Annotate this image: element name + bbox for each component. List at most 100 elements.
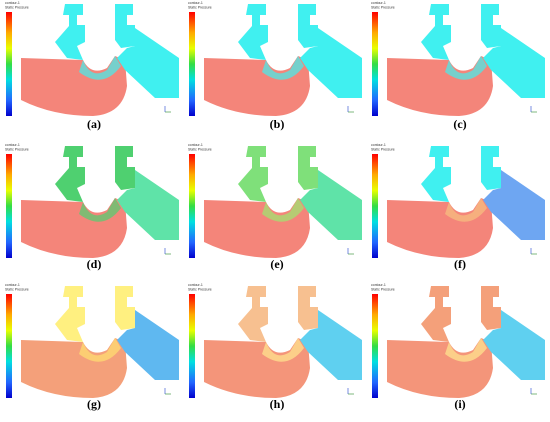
upper-right	[481, 146, 501, 190]
lower-body	[204, 56, 310, 116]
outlet	[117, 310, 179, 380]
valve-disc	[451, 184, 481, 201]
upper-left	[238, 286, 268, 342]
outlet	[483, 310, 545, 380]
panel-label: (c)	[453, 117, 466, 131]
legend-title: Static Pressure	[188, 6, 212, 10]
valve-disc	[268, 42, 298, 59]
outlet	[300, 310, 362, 380]
legend-title: Static Pressure	[371, 288, 395, 292]
outlet	[483, 28, 545, 98]
accent	[445, 338, 487, 362]
legend-title: Static Pressure	[371, 6, 395, 10]
legend-name: contour-1	[188, 283, 203, 287]
valve-disc	[451, 324, 481, 341]
legend-colorbar	[189, 154, 195, 258]
upper-left	[55, 4, 85, 60]
accent	[262, 56, 304, 80]
lower-body	[21, 56, 127, 116]
legend-colorbar	[189, 12, 195, 116]
valve-disc	[268, 184, 298, 201]
legend-title: Static Pressure	[371, 148, 395, 152]
panel-label: (i)	[454, 397, 465, 411]
accent	[262, 198, 304, 222]
upper-left	[55, 286, 85, 342]
valve-disc	[85, 324, 115, 341]
legend-colorbar	[6, 294, 12, 398]
accent	[262, 338, 304, 362]
upper-right	[298, 286, 318, 330]
lower-body	[387, 198, 493, 258]
legend-name: contour-1	[5, 283, 20, 287]
upper-right	[481, 286, 501, 330]
upper-right	[481, 4, 501, 48]
legend-title: Static Pressure	[5, 6, 29, 10]
legend-name: contour-1	[371, 283, 386, 287]
accent	[79, 198, 121, 222]
legend-title: Static Pressure	[188, 288, 212, 292]
valve-disc	[451, 42, 481, 59]
lower-body	[204, 338, 310, 398]
legend-name: contour-1	[5, 143, 20, 147]
valve-disc	[85, 184, 115, 201]
outlet	[300, 28, 362, 98]
upper-left	[421, 146, 451, 202]
legend-title: Static Pressure	[188, 148, 212, 152]
lower-body	[387, 338, 493, 398]
upper-right	[115, 146, 135, 190]
outlet	[117, 28, 179, 98]
upper-left	[55, 146, 85, 202]
legend-title: Static Pressure	[5, 288, 29, 292]
upper-right	[115, 4, 135, 48]
legend-colorbar	[189, 294, 195, 398]
legend-colorbar	[372, 12, 378, 116]
panel-label: (g)	[87, 397, 101, 411]
legend-colorbar	[6, 12, 12, 116]
valve-disc	[85, 42, 115, 59]
legend-name: contour-1	[188, 143, 203, 147]
lower-body	[21, 338, 127, 398]
lower-body	[204, 198, 310, 258]
panel-label: (e)	[270, 257, 283, 271]
upper-right	[115, 286, 135, 330]
accent	[79, 56, 121, 80]
upper-left	[421, 4, 451, 60]
legend-name: contour-1	[371, 1, 386, 5]
legend-colorbar	[372, 294, 378, 398]
valve-disc	[268, 324, 298, 341]
upper-right	[298, 146, 318, 190]
panel-label: (a)	[87, 117, 101, 131]
legend-name: contour-1	[371, 143, 386, 147]
accent	[79, 338, 121, 362]
outlet	[483, 170, 545, 240]
legend-colorbar	[6, 154, 12, 258]
upper-left	[238, 4, 268, 60]
legend-colorbar	[372, 154, 378, 258]
panel-label: (b)	[270, 117, 285, 131]
upper-left	[238, 146, 268, 202]
lower-body	[387, 56, 493, 116]
accent	[445, 56, 487, 80]
upper-right	[298, 4, 318, 48]
panel-label: (d)	[87, 257, 102, 271]
lower-body	[21, 198, 127, 258]
panel-label: (h)	[270, 397, 285, 411]
legend-title: Static Pressure	[5, 148, 29, 152]
outlet	[300, 170, 362, 240]
accent	[445, 198, 487, 222]
panel-label: (f)	[454, 257, 466, 271]
legend-name: contour-1	[5, 1, 20, 5]
upper-left	[421, 286, 451, 342]
legend-name: contour-1	[188, 1, 203, 5]
outlet	[117, 170, 179, 240]
